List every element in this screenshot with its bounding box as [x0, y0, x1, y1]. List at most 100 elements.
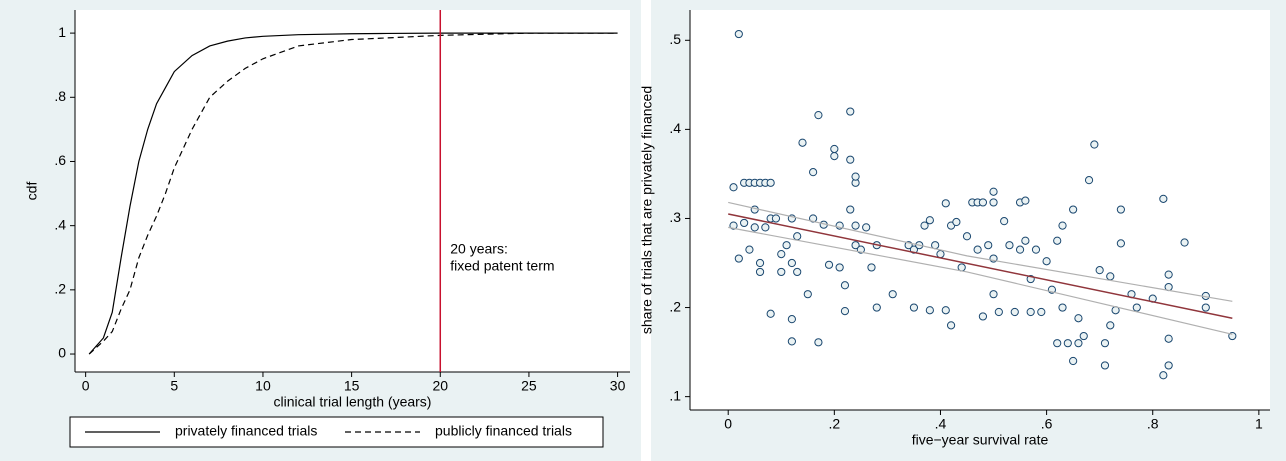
scatter-point [787, 315, 796, 324]
scatter-point [734, 29, 743, 39]
x-tick-label: .6 [1041, 416, 1053, 432]
scatter-point [1116, 205, 1125, 214]
plot-area [75, 10, 630, 372]
scatter-point [803, 290, 812, 299]
scatter-point [888, 290, 897, 299]
scatter-point [989, 290, 998, 299]
scatter-point [750, 223, 759, 232]
y-tick-label: .4 [669, 120, 681, 136]
scatter-point [761, 223, 770, 232]
scatter-point [989, 198, 998, 207]
scatter-point [1053, 236, 1062, 245]
scatter-point [920, 221, 929, 230]
scatter-point [740, 218, 749, 228]
scatter-point [1100, 339, 1110, 348]
scatter-point [846, 205, 855, 214]
scatter-point [1015, 245, 1025, 254]
scatter-point [994, 307, 1003, 317]
scatter-point [782, 241, 791, 250]
scatter-point [1095, 266, 1104, 275]
scatter-point [925, 306, 934, 315]
scatter-point [941, 306, 950, 315]
scatter-point [1058, 303, 1067, 312]
x-tick-label: .4 [935, 416, 947, 432]
scatter-point [1090, 140, 1099, 149]
scatter-point [793, 232, 802, 241]
scatter-point [824, 260, 834, 269]
scatter-point [862, 223, 871, 232]
scatter-point [777, 249, 786, 259]
y-tick-label: .8 [54, 88, 66, 104]
x-tick-label: .2 [828, 416, 840, 432]
scatter-point [1031, 245, 1041, 254]
scatter-point [846, 155, 855, 164]
x-tick-label: 1 [1255, 416, 1263, 432]
scatter-point [745, 245, 754, 254]
scatter-point [872, 303, 881, 312]
scatter-point [1132, 303, 1141, 312]
x-tick-label: .8 [1147, 416, 1159, 432]
scatter-point [777, 267, 786, 277]
scatter-point [1106, 321, 1115, 330]
scatter-point [1037, 307, 1046, 317]
scatter-point [1180, 238, 1189, 247]
scatter-point [809, 168, 818, 177]
scatter-point [830, 144, 839, 154]
scatter-point [1042, 257, 1051, 266]
scatter-point [978, 312, 988, 321]
scatter-point [984, 241, 993, 250]
scatter-point [1069, 205, 1078, 214]
scatter-point [941, 199, 950, 208]
scatter-point [755, 267, 765, 277]
scatter-point [1021, 236, 1030, 245]
scatter-point [851, 172, 860, 181]
series-line [88, 32, 618, 355]
scatter-point [729, 221, 738, 230]
scatter-point [798, 138, 807, 147]
y-axis-label: cdf [24, 182, 40, 201]
ci-lower [728, 226, 1233, 335]
annotation: 20 years: [450, 241, 508, 257]
y-tick-label: .2 [54, 281, 66, 297]
legend-label: privately financed trials [175, 423, 317, 439]
scatter-point [1164, 270, 1173, 279]
scatter-point [793, 267, 802, 277]
plot-area [690, 10, 1270, 410]
scatter-point [1106, 272, 1115, 281]
scatter-point [846, 107, 855, 116]
ci-upper [728, 201, 1233, 302]
scatter-point [1116, 239, 1125, 248]
scatter-point [946, 321, 956, 330]
y-tick-label: .6 [54, 152, 66, 168]
scatter-point [755, 258, 765, 268]
x-axis-label: clinical trial length (years) [274, 394, 432, 410]
x-tick-label: 5 [170, 378, 178, 394]
x-tick-label: 0 [724, 416, 732, 432]
x-tick-label: 0 [82, 378, 90, 394]
scatter-point [750, 205, 759, 214]
scatter-point [1058, 221, 1067, 230]
scatter-point [851, 241, 860, 250]
scatter-point [766, 309, 775, 318]
scatter-point [978, 198, 988, 207]
scatter-point [989, 187, 998, 196]
scatter-point [962, 232, 972, 241]
scatter-point [851, 221, 860, 230]
x-tick-label: 30 [610, 378, 626, 394]
scatter-point [973, 245, 982, 254]
y-tick-label: .5 [669, 31, 681, 47]
scatter-point [1010, 307, 1019, 317]
y-tick-label: 1 [58, 24, 66, 40]
y-tick-label: .4 [54, 216, 66, 232]
annotation: fixed patent term [450, 258, 554, 274]
y-tick-label: 0 [58, 345, 66, 361]
scatter-point [787, 258, 796, 268]
scatter-point [1159, 194, 1168, 203]
legend-label: publicly financed trials [435, 423, 572, 439]
y-tick-label: .3 [669, 209, 681, 225]
scatter-point [1100, 361, 1110, 370]
scatter-point [1021, 196, 1030, 205]
scatter-point [1084, 176, 1094, 185]
y-tick-label: .2 [669, 298, 681, 314]
scatter-point [1069, 356, 1078, 366]
